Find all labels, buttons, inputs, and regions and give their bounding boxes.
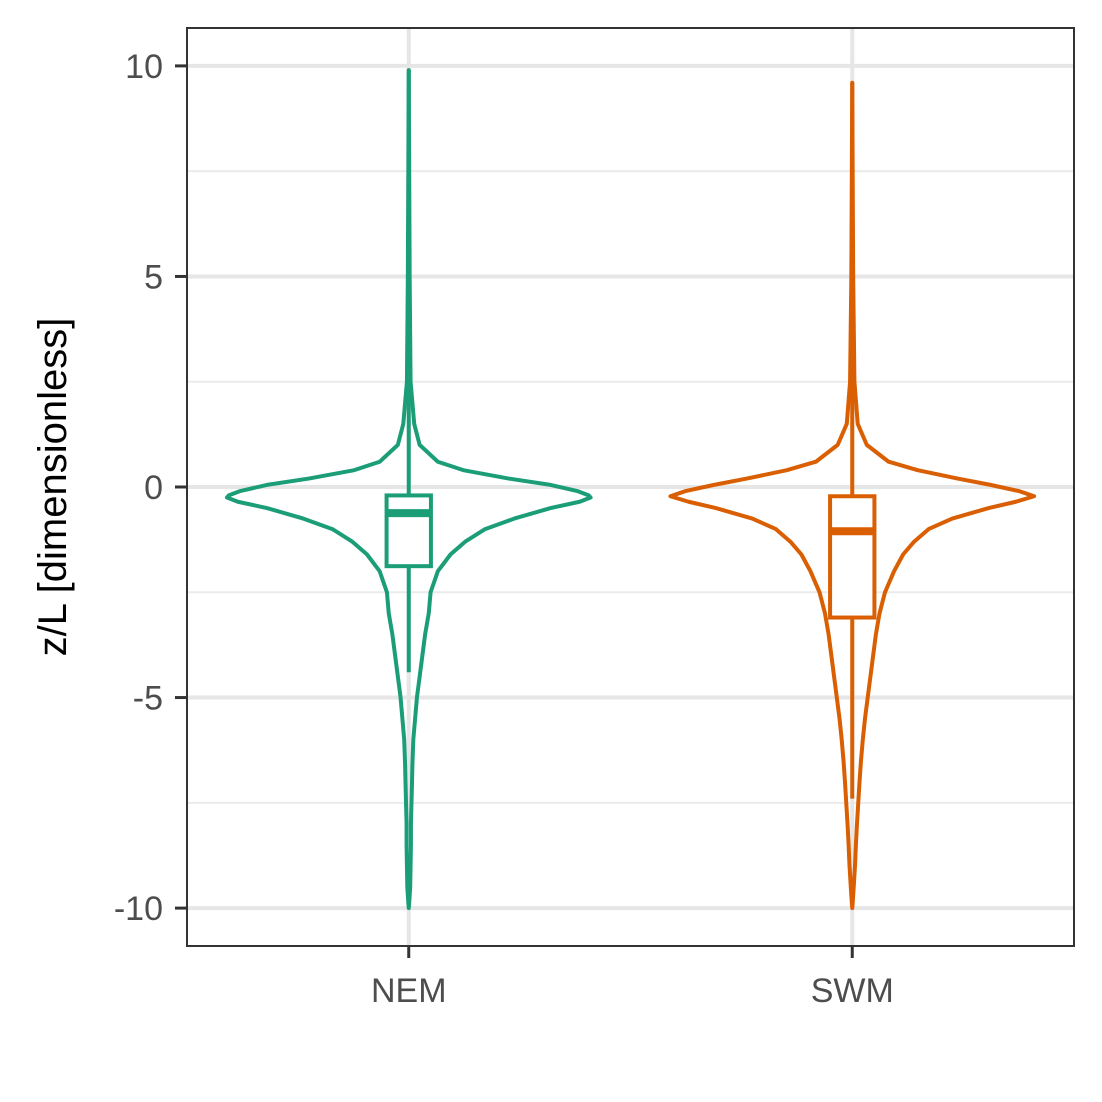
y-tick-label: -5 — [133, 680, 163, 718]
violin-outline — [224, 68, 593, 911]
x-tick-label: NEM — [371, 972, 447, 1010]
violin-outline — [668, 80, 1037, 911]
y-tick-label: 5 — [144, 258, 163, 296]
box — [828, 494, 877, 620]
y-tick-label: 0 — [144, 469, 163, 507]
x-tick-label: SWM — [811, 972, 894, 1010]
y-tick-label: 10 — [125, 48, 163, 86]
violin-group-nem — [224, 68, 593, 911]
y-axis-title: z/L [dimensionless] — [31, 318, 75, 657]
box — [384, 493, 433, 569]
x-axis: NEM SWM — [371, 946, 894, 1010]
violins — [224, 68, 1037, 911]
y-axis: 10 5 0 -5 -10 — [114, 48, 187, 928]
y-tick-label: -10 — [114, 890, 163, 928]
violin-group-swm — [668, 80, 1037, 911]
